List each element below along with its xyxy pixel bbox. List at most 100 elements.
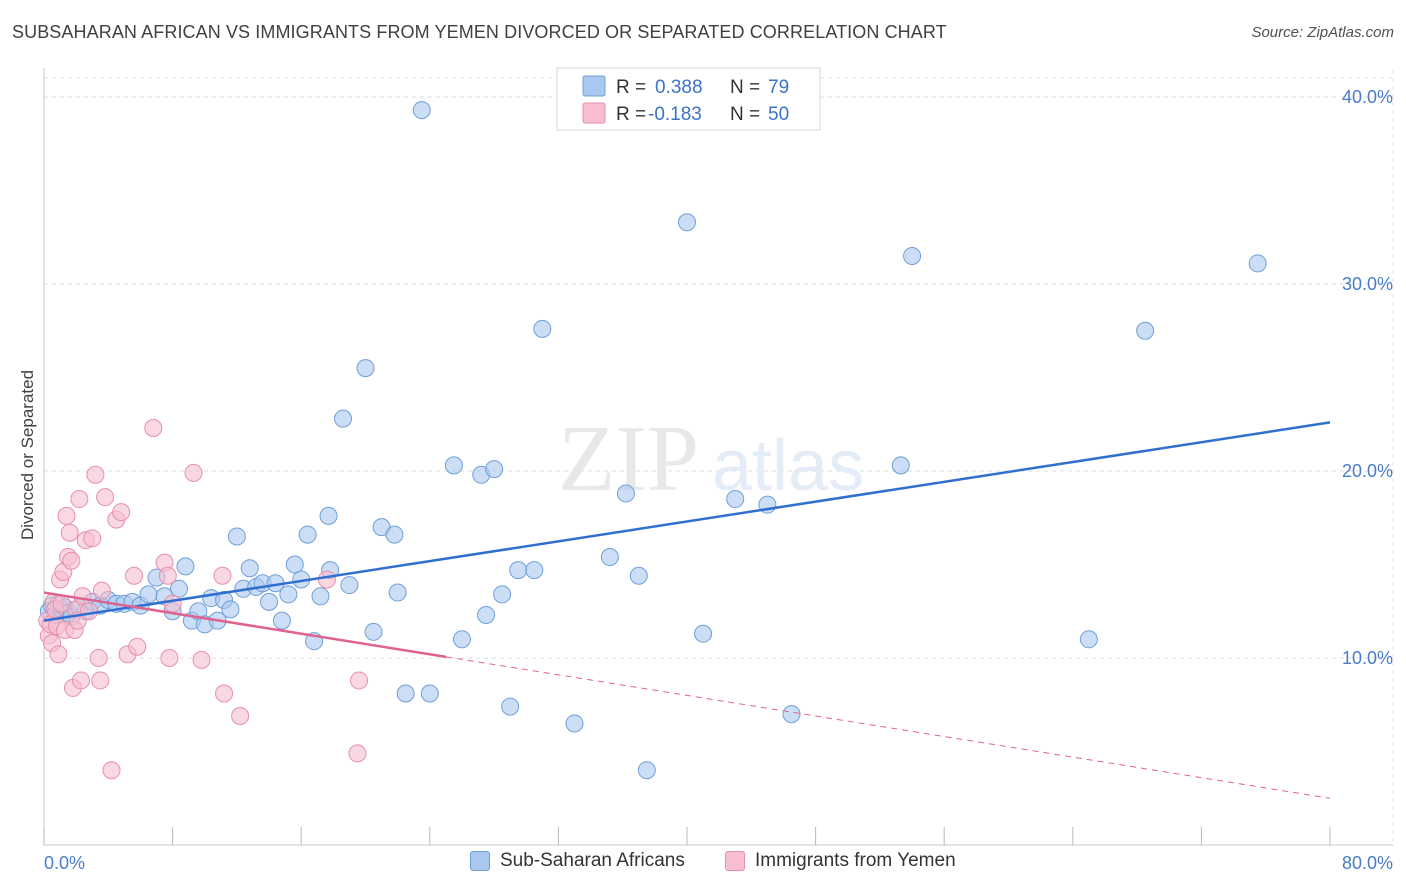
sub-saharan-point-17 bbox=[139, 585, 158, 604]
stats-r-label-0: R = bbox=[616, 77, 646, 98]
sub-saharan-point-62 bbox=[501, 697, 520, 716]
stats-legend-swatch-blue bbox=[582, 75, 606, 97]
yemen-point-31 bbox=[102, 761, 121, 780]
sub-saharan-point-80 bbox=[1248, 254, 1267, 273]
stats-n-value-1: 50 bbox=[768, 104, 789, 125]
y-tick-label-30: 30.0% bbox=[1342, 274, 1393, 294]
legend-swatch-yemen bbox=[725, 851, 745, 871]
yemen-point-12 bbox=[57, 506, 76, 525]
yemen-point-20 bbox=[70, 490, 89, 509]
sub-saharan-point-37 bbox=[272, 611, 291, 630]
sub-saharan-point-56 bbox=[444, 456, 463, 475]
sub-saharan-point-30 bbox=[227, 527, 246, 546]
sub-saharan-point-78 bbox=[1079, 630, 1098, 649]
yemen-point-29 bbox=[92, 581, 111, 600]
yemen-point-30 bbox=[96, 488, 115, 507]
axes bbox=[43, 68, 1393, 846]
yemen-point-15 bbox=[62, 551, 81, 570]
yemen-point-14 bbox=[60, 523, 79, 542]
sub-saharan-point-52 bbox=[396, 684, 415, 703]
stats-legend-swatch-pink bbox=[582, 102, 606, 124]
yemen-point-46 bbox=[231, 706, 250, 725]
sub-saharan-point-39 bbox=[285, 555, 304, 574]
sub-saharan-point-71 bbox=[678, 213, 696, 232]
sub-saharan-point-57 bbox=[452, 630, 471, 649]
sub-saharan-point-29 bbox=[221, 600, 240, 619]
sub-saharan-point-73 bbox=[726, 490, 745, 509]
sub-saharan-point-68 bbox=[616, 484, 635, 503]
yemen-point-45 bbox=[215, 684, 234, 703]
sub-saharan-point-50 bbox=[364, 622, 383, 641]
yemen-point-42 bbox=[184, 463, 203, 482]
legend-swatch-sub-saharan bbox=[470, 851, 490, 871]
sub-saharan-point-69 bbox=[629, 566, 648, 585]
y-tick-label-10: 10.0% bbox=[1342, 648, 1393, 668]
sub-saharan-point-60 bbox=[485, 460, 504, 479]
yemen-point-39 bbox=[158, 566, 177, 585]
sub-saharan-point-70 bbox=[637, 761, 656, 780]
yemen-point-33 bbox=[112, 503, 131, 522]
watermark: ZIP atlas bbox=[558, 407, 864, 511]
yemen-point-49 bbox=[350, 671, 369, 690]
series-legend: Sub-Saharan Africans Immigrants from Yem… bbox=[0, 850, 1406, 880]
stats-legend: R = 0.388 N = 79 R = -0.183 N = 50 bbox=[556, 67, 821, 131]
sub-saharan-point-32 bbox=[240, 559, 259, 578]
source-credit: Source: ZipAtlas.com bbox=[1251, 24, 1394, 41]
yemen-point-22 bbox=[73, 587, 92, 606]
legend-label-sub-saharan: Sub-Saharan Africans bbox=[500, 850, 685, 871]
sub-saharan-point-75 bbox=[782, 705, 801, 724]
legend-item-sub-saharan[interactable]: Sub-Saharan Africans bbox=[470, 850, 685, 872]
yemen-point-48 bbox=[348, 744, 367, 763]
sub-saharan-point-43 bbox=[311, 587, 330, 606]
yemen-point-27 bbox=[89, 649, 108, 667]
y-tick-labels: 10.0% 20.0% 30.0% 40.0% bbox=[1342, 87, 1393, 668]
stats-r-label-1: R = bbox=[616, 104, 646, 125]
trend-line-sub-saharan bbox=[43, 421, 1331, 622]
sub-saharan-point-65 bbox=[533, 319, 552, 338]
sub-saharan-point-44 bbox=[319, 506, 338, 525]
yemen-point-26 bbox=[86, 465, 105, 484]
sub-saharan-point-46 bbox=[333, 409, 352, 428]
x-tick-label-min: 0.0% bbox=[44, 853, 85, 873]
sub-saharan-point-22 bbox=[176, 557, 195, 576]
yemen-point-7 bbox=[49, 645, 68, 664]
sub-saharan-point-64 bbox=[525, 561, 544, 580]
stats-n-label-1: N = bbox=[730, 104, 760, 125]
sub-saharan-point-61 bbox=[493, 585, 512, 604]
stats-r-value-1: -0.183 bbox=[648, 104, 702, 125]
x-tick-label-max: 80.0% bbox=[1342, 853, 1393, 873]
legend-item-yemen[interactable]: Immigrants from Yemen bbox=[725, 850, 956, 872]
stats-n-label-0: N = bbox=[730, 77, 760, 98]
sub-saharan-point-79 bbox=[1136, 321, 1155, 340]
yemen-point-47 bbox=[317, 570, 336, 589]
sub-saharan-point-76 bbox=[891, 456, 910, 475]
stats-r-value-0: 0.388 bbox=[655, 77, 703, 98]
trend-lines bbox=[43, 421, 1331, 799]
chart-title: SUBSAHARAN AFRICAN VS IMMIGRANTS FROM YE… bbox=[12, 22, 947, 42]
y-tick-label-20: 20.0% bbox=[1342, 461, 1393, 481]
series-yemen-points bbox=[38, 418, 369, 780]
sub-saharan-point-77 bbox=[903, 246, 922, 265]
sub-saharan-point-54 bbox=[412, 101, 431, 120]
sub-saharan-point-21 bbox=[170, 579, 189, 598]
yemen-point-44 bbox=[213, 566, 232, 585]
sub-saharan-point-66 bbox=[565, 714, 584, 733]
sub-saharan-point-41 bbox=[298, 525, 317, 544]
yemen-point-40 bbox=[160, 649, 179, 667]
sub-saharan-point-51 bbox=[388, 583, 407, 602]
sub-saharan-point-72 bbox=[694, 624, 713, 643]
sub-saharan-point-55 bbox=[420, 684, 439, 703]
sub-saharan-point-67 bbox=[600, 548, 619, 567]
sub-saharan-point-63 bbox=[509, 561, 528, 580]
yemen-point-36 bbox=[128, 637, 147, 656]
sub-saharan-point-48 bbox=[356, 359, 375, 378]
yemen-point-43 bbox=[192, 650, 211, 669]
yemen-point-35 bbox=[125, 566, 144, 585]
stats-n-value-0: 79 bbox=[768, 77, 789, 98]
yemen-point-41 bbox=[163, 594, 182, 613]
sub-saharan-point-53 bbox=[385, 525, 404, 544]
sub-saharan-point-35 bbox=[260, 592, 279, 611]
yemen-point-24 bbox=[80, 602, 99, 621]
sub-saharan-point-38 bbox=[279, 585, 298, 604]
